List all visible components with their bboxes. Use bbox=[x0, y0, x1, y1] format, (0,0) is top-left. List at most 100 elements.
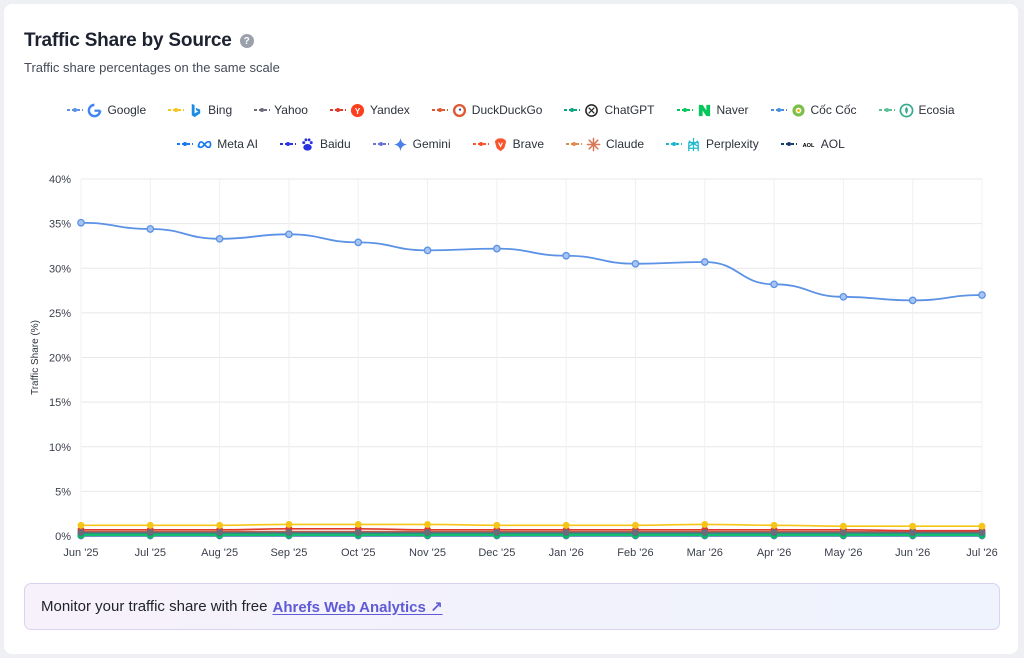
x-tick-label: Jun '26 bbox=[895, 547, 930, 559]
legend-item-bing[interactable]: Bing bbox=[168, 102, 232, 118]
data-point[interactable] bbox=[424, 520, 431, 528]
legend-item-naver[interactable]: Naver bbox=[676, 102, 749, 118]
line-chart: 0% 5% 10% 15% 20% 25% 30% 35% 40% Jun '25 Jul '25 A… bbox=[30, 174, 998, 559]
data-point[interactable] bbox=[631, 259, 640, 268]
legend-item-gemini[interactable]: Gemini bbox=[372, 136, 451, 152]
data-point[interactable] bbox=[492, 244, 501, 253]
x-tick-label: Dec '25 bbox=[478, 547, 515, 559]
legend-item-chatgpt[interactable]: ChatGPT bbox=[564, 102, 655, 118]
legend-item-brave[interactable]: Brave bbox=[472, 136, 545, 152]
data-point[interactable] bbox=[562, 528, 570, 536]
data-point[interactable] bbox=[216, 521, 224, 529]
data-point[interactable] bbox=[77, 218, 85, 227]
data-point[interactable] bbox=[285, 230, 293, 239]
data-point[interactable] bbox=[978, 522, 986, 530]
legend-item-baidu[interactable]: Baidu bbox=[279, 136, 351, 152]
data-point[interactable] bbox=[839, 292, 848, 301]
y-tick-label: 5% bbox=[55, 486, 71, 498]
legend-label: Cốc Cốc bbox=[810, 103, 857, 117]
legend-swatch bbox=[564, 108, 581, 112]
page-title: Traffic Share by Source bbox=[24, 30, 232, 51]
legend-item-meta-ai[interactable]: Meta AI bbox=[177, 136, 258, 152]
y-tick-label: 25% bbox=[49, 308, 71, 320]
data-point[interactable] bbox=[493, 521, 501, 529]
x-tick-label: Sep '25 bbox=[270, 547, 307, 559]
legend-label: Naver bbox=[716, 103, 749, 117]
data-point[interactable] bbox=[770, 280, 778, 289]
legend-swatch bbox=[770, 108, 787, 112]
legend-item-yahoo[interactable]: Yahoo bbox=[254, 102, 308, 118]
x-tick-label: Feb '26 bbox=[617, 547, 653, 559]
data-point[interactable] bbox=[285, 528, 293, 536]
legend-item-duckduckgo[interactable]: DuckDuckGo bbox=[431, 102, 542, 118]
legend-label: Baidu bbox=[319, 137, 351, 151]
legend-swatch bbox=[177, 142, 194, 146]
data-point[interactable] bbox=[146, 521, 154, 529]
ahrefs-web-analytics-link[interactable]: Ahrefs Web Analytics ↗ bbox=[272, 598, 443, 616]
series-line bbox=[80, 221, 983, 302]
data-point[interactable] bbox=[839, 528, 847, 536]
baidu-icon bbox=[300, 137, 320, 152]
legend-item-google[interactable]: Google bbox=[67, 102, 146, 118]
data-point[interactable] bbox=[632, 528, 639, 536]
data-point[interactable] bbox=[909, 522, 917, 530]
data-point[interactable] bbox=[978, 528, 986, 536]
legend-item-aol[interactable]: AOL AOL bbox=[780, 136, 845, 152]
data-point[interactable] bbox=[354, 520, 362, 528]
legend-item-cốc-cốc[interactable]: Cốc Cốc bbox=[770, 102, 857, 118]
legend-label: Yahoo bbox=[274, 103, 308, 117]
y-tick-label: 40% bbox=[49, 174, 71, 186]
legend-row: Google Bing Yahoo Y Yandex DuckDuckGo ChatGPT N… bbox=[4, 102, 1018, 118]
legend-item-perplexity[interactable]: Perplexity bbox=[666, 136, 759, 152]
data-point[interactable] bbox=[146, 528, 154, 536]
data-point[interactable] bbox=[701, 528, 709, 536]
data-point[interactable] bbox=[978, 291, 986, 299]
legend-swatch bbox=[67, 108, 84, 112]
legend-item-ecosia[interactable]: Ecosia bbox=[878, 102, 955, 118]
data-point[interactable] bbox=[770, 528, 778, 536]
x-tick-label: Jun '25 bbox=[63, 547, 98, 559]
bing-icon bbox=[188, 103, 208, 118]
y-tick-label: 10% bbox=[49, 442, 71, 454]
data-point[interactable] bbox=[562, 521, 570, 529]
data-point[interactable] bbox=[285, 520, 293, 528]
help-icon[interactable]: ? bbox=[239, 34, 254, 48]
y-tick-label: 0% bbox=[55, 531, 71, 543]
data-point[interactable] bbox=[632, 521, 639, 529]
data-point[interactable] bbox=[701, 520, 709, 528]
data-point[interactable] bbox=[77, 528, 85, 536]
ecosia-icon bbox=[899, 103, 919, 118]
x-tick-label: Nov '25 bbox=[409, 547, 446, 559]
meta-ai-icon bbox=[197, 137, 217, 152]
data-point[interactable] bbox=[216, 528, 224, 536]
legend-item-claude[interactable]: Claude bbox=[566, 136, 644, 152]
data-point[interactable] bbox=[908, 296, 917, 305]
y-tick-label: 20% bbox=[49, 353, 71, 365]
data-point[interactable] bbox=[354, 238, 363, 247]
legend-swatch bbox=[431, 108, 448, 112]
data-point[interactable] bbox=[215, 234, 224, 243]
promo-text: Monitor your traffic share with free bbox=[41, 598, 268, 615]
duckduckgo-icon bbox=[452, 103, 472, 118]
legend-item-yandex[interactable]: Y Yandex bbox=[329, 102, 410, 118]
data-point[interactable] bbox=[424, 528, 431, 536]
data-point[interactable] bbox=[700, 258, 709, 266]
legend-label: ChatGPT bbox=[604, 103, 655, 117]
legend-swatch bbox=[676, 108, 693, 112]
data-point[interactable] bbox=[493, 528, 501, 536]
legend-label: Brave bbox=[512, 137, 545, 151]
data-point[interactable] bbox=[909, 528, 917, 536]
data-point[interactable] bbox=[562, 251, 571, 260]
google-icon bbox=[87, 103, 107, 118]
data-point[interactable] bbox=[146, 225, 155, 233]
data-point[interactable] bbox=[770, 521, 778, 529]
data-point[interactable] bbox=[77, 521, 85, 529]
series-google bbox=[77, 218, 986, 305]
data-point[interactable] bbox=[423, 246, 432, 255]
data-point[interactable] bbox=[354, 528, 362, 536]
y-axis-label: Traffic Share (%) bbox=[30, 320, 41, 395]
data-point[interactable] bbox=[839, 522, 847, 530]
legend-label: Gemini bbox=[412, 137, 451, 151]
legend-label: Perplexity bbox=[706, 137, 759, 151]
legend-swatch bbox=[279, 142, 296, 146]
